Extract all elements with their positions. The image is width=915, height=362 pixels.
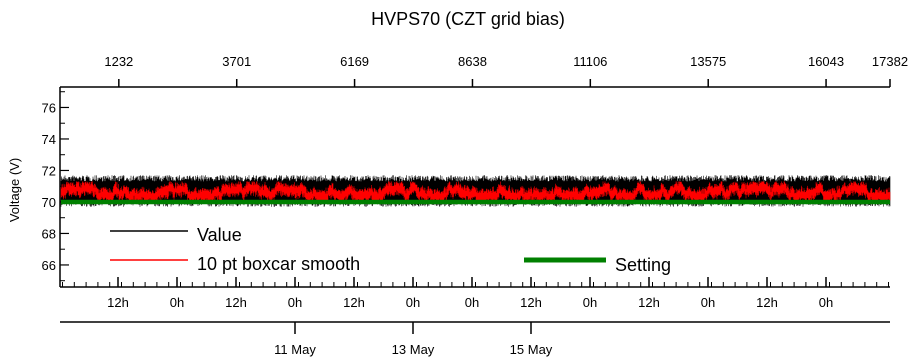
y-tick-label: 76 [42, 100, 56, 115]
legend-label-value: Value [197, 225, 242, 245]
y-tick-label: 70 [42, 195, 56, 210]
hour-tick-label: 12h [107, 295, 129, 310]
hour-tick-label: 0h [170, 295, 184, 310]
series-smooth-line [60, 181, 891, 201]
legend: Value 10 pt boxcar smooth Setting [110, 225, 671, 275]
hour-tick-label: 12h [756, 295, 778, 310]
hour-tick-label: 12h [343, 295, 365, 310]
hour-tick-label: 0h [819, 295, 833, 310]
legend-item-value: Value [110, 225, 242, 245]
y-axis-label: Voltage (V) [7, 158, 22, 222]
top-tick-label: 11106 [573, 54, 607, 69]
top-tick-label: 3701 [222, 54, 251, 69]
hour-tick-label: 0h [583, 295, 597, 310]
hour-tick-label: 12h [225, 295, 247, 310]
y-axis: 66 68 70 72 74 76 [42, 87, 69, 287]
top-tick-label: 1232 [104, 54, 133, 69]
y-tick-label: 66 [42, 258, 56, 273]
date-tick-label: 11 May [274, 342, 316, 357]
hour-tick-label: 0h [701, 295, 715, 310]
plot-series [60, 175, 891, 207]
y-tick-label: 74 [42, 132, 56, 147]
hour-tick-label: 0h [288, 295, 302, 310]
top-axis: 1232 3701 6169 8638 11106 13575 16043 17382 [60, 54, 908, 88]
legend-item-smooth: 10 pt boxcar smooth [110, 254, 360, 274]
date-tick-label: 13 May [392, 342, 435, 357]
legend-item-setting: Setting [524, 255, 671, 275]
hour-tick-label: 0h [465, 295, 479, 310]
y-tick-label: 68 [42, 226, 56, 241]
y-tick-label: 72 [42, 163, 56, 178]
top-tick-label: 8638 [458, 54, 487, 69]
legend-label-smooth: 10 pt boxcar smooth [197, 254, 360, 274]
top-tick-label: 16043 [808, 54, 844, 69]
hour-tick-label: 12h [638, 295, 660, 310]
chart-title: HVPS70 (CZT grid bias) [371, 9, 565, 29]
hour-tick-label: 12h [520, 295, 542, 310]
hour-tick-label: 0h [406, 295, 420, 310]
bottom-axis: 12h 0h 12h 0h 12h 0h 0h 12h 0h 12h 0h 12h 0h 11 May 13… [60, 277, 890, 357]
date-tick-label: 15 May [510, 342, 553, 357]
top-tick-label: 17382 [872, 54, 908, 69]
legend-label-setting: Setting [615, 255, 671, 275]
top-tick-label: 6169 [340, 54, 369, 69]
top-tick-label: 13575 [690, 54, 726, 69]
